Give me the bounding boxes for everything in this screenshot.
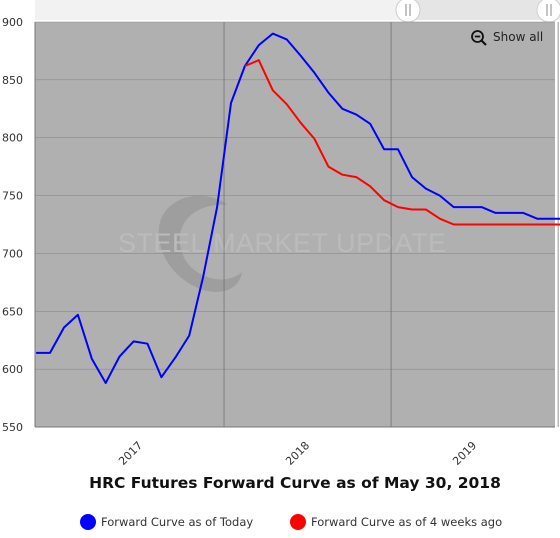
legend-dot-today: [80, 514, 96, 530]
navigator-selection[interactable]: [410, 0, 550, 20]
navigator-handle-right[interactable]: [536, 0, 560, 23]
navigator-handle-left[interactable]: [395, 0, 421, 23]
legend: Forward Curve as of Today Forward Curve …: [0, 513, 560, 535]
y-tick-label: 550: [2, 421, 23, 434]
y-tick-label: 850: [2, 74, 23, 87]
legend-dot-4-weeks-ago: [290, 514, 306, 530]
legend-label-4-weeks-ago: Forward Curve as of 4 weeks ago: [311, 515, 503, 529]
x-tick-label: 2019: [450, 439, 479, 468]
y-tick-label: 750: [2, 190, 23, 203]
y-tick-label: 900: [2, 16, 23, 29]
chart-title: HRC Futures Forward Curve as of May 30, …: [89, 474, 501, 492]
show-all-label: Show all: [493, 30, 544, 44]
y-tick-label: 650: [2, 305, 23, 318]
y-tick-label: 800: [2, 132, 23, 145]
y-tick-label: 700: [2, 247, 23, 260]
x-tick-label: 2017: [116, 439, 145, 468]
series-line-4-weeks-ago[interactable]: [244, 59, 560, 226]
series-layer: [36, 32, 560, 384]
legend-label-today: Forward Curve as of Today: [101, 515, 254, 529]
zoom-out-icon: [471, 30, 487, 46]
x-tick-label: 2018: [283, 439, 312, 468]
y-tick-label: 600: [2, 363, 23, 376]
watermark-swoosh: [158, 195, 242, 293]
axis-layer: 550 600 650 700 750 800 850 900 2017 2018 2019: [2, 16, 555, 468]
series-line-today[interactable]: [36, 32, 560, 384]
show-all-button[interactable]: Show all: [466, 26, 552, 50]
